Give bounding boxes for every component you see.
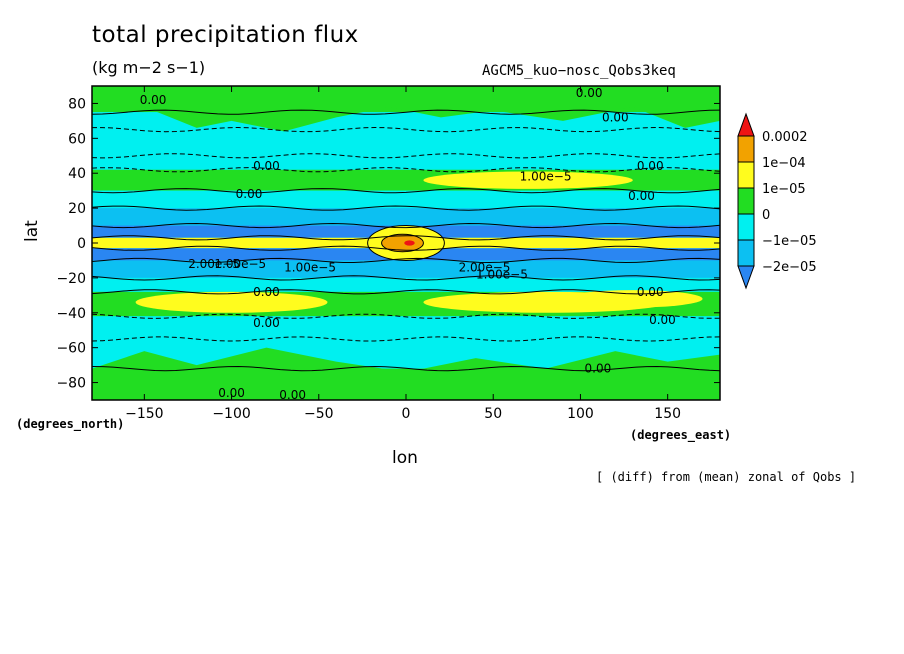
latitude-band [92, 208, 720, 226]
x-tick-label: 150 [654, 406, 681, 422]
contour-label: 0.00 [236, 187, 263, 201]
contour-label: 0.00 [576, 86, 603, 100]
contour-line [92, 126, 720, 133]
contour-label: 0.00 [628, 189, 655, 203]
colorbar-segment [737, 161, 755, 189]
colorbar-segment [737, 135, 755, 163]
contour-line [92, 275, 720, 281]
latitude-band [92, 316, 720, 339]
x-tick-label: −100 [212, 406, 250, 422]
contour-line [92, 205, 720, 211]
units-label: (kg m−2 s−1) [92, 58, 206, 77]
contour-line [92, 336, 720, 342]
contour-line [92, 235, 720, 241]
contour-line [92, 153, 720, 159]
high-latitude-patch [92, 347, 720, 400]
x-tick-label: −150 [125, 406, 163, 422]
high-latitude-patch [92, 86, 720, 132]
chart-title: total precipitation flux [92, 22, 359, 48]
run-name: AGCM5_kuo−nosc_Qobs3keq [482, 63, 676, 79]
colorbar-label: 0.0002 [762, 130, 808, 145]
x-axis-label: lon [392, 448, 418, 468]
x-tick-label: 0 [402, 406, 411, 422]
latitude-band [92, 190, 720, 209]
contour-line [92, 109, 720, 115]
y-tick-label: 40 [68, 166, 86, 182]
y-tick-label: 60 [68, 131, 86, 147]
latitude-band [92, 260, 720, 278]
colorbar-label: 0 [762, 208, 770, 223]
contour-label: 2.00e−5 [459, 260, 511, 274]
contour-label: 0.00 [140, 93, 167, 107]
x-tick-label: −50 [304, 406, 334, 422]
colorbar-segment [737, 213, 755, 241]
latitude-band [92, 129, 720, 156]
heating-peak [404, 240, 415, 246]
y-tick-label: 0 [77, 236, 86, 252]
contour-line [92, 365, 720, 372]
y-tick-label: −60 [56, 341, 86, 357]
colorbar-segment [737, 187, 755, 215]
x-axis-unit: (degrees_east) [630, 428, 732, 442]
contour-line [92, 257, 720, 264]
subtropical-maximum [135, 291, 328, 313]
colorbar-label: −2e−05 [762, 260, 817, 275]
contour-line [92, 188, 720, 194]
x-tick-label: 100 [567, 406, 594, 422]
y-tick-label: −40 [56, 306, 86, 322]
colorbar-label: 1e−05 [762, 182, 806, 197]
contour-label: 0.00 [218, 386, 245, 400]
heating-core [381, 233, 424, 253]
contour-label: 1.00e−5 [214, 257, 266, 271]
subtropical-maximum [423, 171, 633, 189]
y-tick-label: 80 [68, 96, 86, 112]
contour-label: 2.00e−5 [188, 257, 240, 271]
contour-label: 0.00 [637, 159, 664, 173]
contour-line [92, 313, 720, 319]
colorbar-top-arrow [737, 112, 755, 137]
colorbar-segment [737, 239, 755, 267]
contour-label: 0.00 [637, 285, 664, 299]
colorbar-label: 1e−04 [762, 156, 806, 171]
contour-label: 1.00e−5 [520, 170, 572, 184]
contour-label: 0.00 [649, 313, 676, 327]
contour-label: 0.00 [585, 362, 612, 376]
contour-line [92, 167, 720, 173]
x-tick-label: 50 [484, 406, 502, 422]
contour-label: 0.00 [253, 159, 280, 173]
contour-label: 0.00 [279, 388, 306, 402]
contour-label: 1.00e−5 [476, 267, 528, 281]
contour-line [92, 222, 720, 229]
colorbar-bottom-arrow [737, 265, 755, 290]
contour-label: 0.00 [253, 316, 280, 330]
y-tick-label: 20 [68, 201, 86, 217]
contour-label: 0.00 [602, 110, 629, 124]
contour-line [92, 245, 720, 251]
y-tick-label: −80 [56, 376, 86, 392]
y-axis-unit: (degrees_north) [16, 417, 125, 431]
contour-label: 1.00e−5 [284, 260, 336, 274]
latitude-band [92, 277, 720, 292]
footnote: [ (diff) from (mean) zonal of Qobs ] [596, 470, 857, 484]
subtropical-maximum [563, 290, 703, 308]
contour-label: 0.00 [253, 285, 280, 299]
y-tick-label: −20 [56, 271, 86, 287]
latitude-band [92, 155, 720, 170]
contour-line [92, 289, 720, 295]
colorbar-label: −1e−05 [762, 234, 817, 249]
